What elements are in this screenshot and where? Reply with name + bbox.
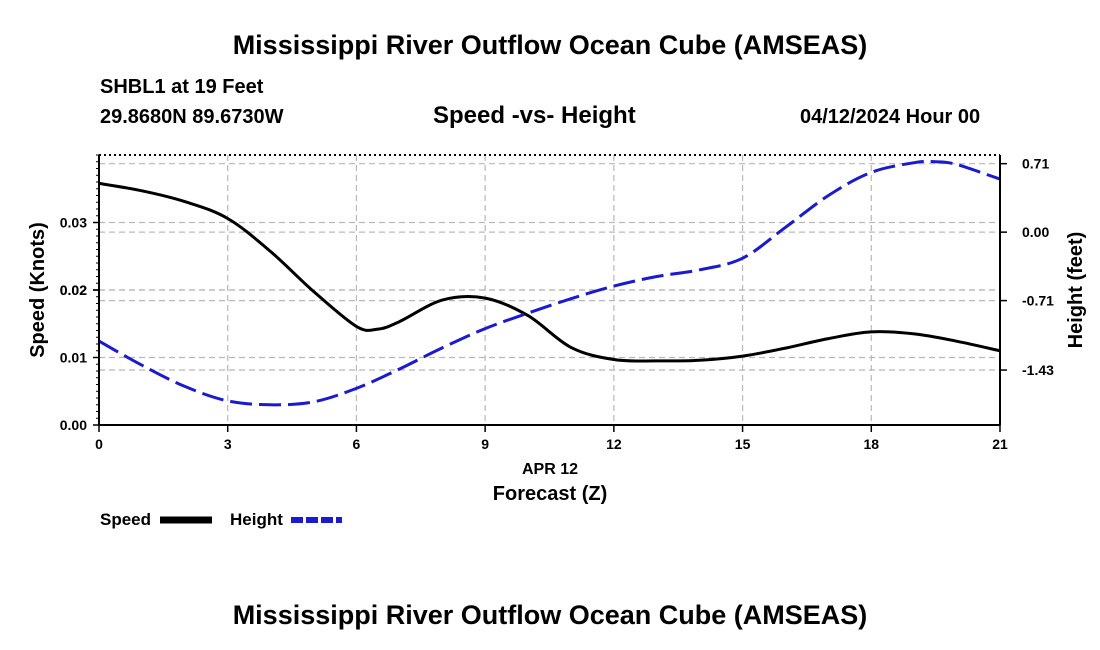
x-axis-label: Forecast (Z) [493,483,607,505]
y-axis-label: Speed (Knots) [27,222,49,358]
legend: Speed Height [100,510,342,529]
series-lines [98,159,1001,407]
x-tick-label: 9 [481,436,489,452]
station-label: SHBL1 at 19 Feet [100,76,264,98]
y-tick-label: 0.02 [60,282,87,298]
height-series-line [98,159,1001,407]
x-tick-label: 12 [606,436,622,452]
grid-lines [99,155,1000,425]
y-tick-label: 0.00 [60,417,87,433]
forecast-date: 04/12/2024 Hour 00 [800,106,981,128]
x-date-label: APR 12 [522,461,578,478]
y2-tick-label: -0.71 [1022,293,1054,309]
speed-height-chart: 0 3 6 9 12 15 18 210.000.010.020.020.03-1.43-0.… [27,154,1087,529]
coordinates-label: 29.8680N 89.6730W [100,106,284,128]
y-tick-label: 0.02 [60,282,87,298]
y2-axis-label: Height (feet) [1065,232,1087,349]
y2-tick-label: 0.71 [1022,156,1049,172]
y2-tick-label: -1.43 [1022,362,1054,378]
y-tick-label: 0.01 [60,350,87,366]
speed-series-line [98,181,1001,363]
x-tick-label: 15 [735,436,751,452]
x-tick-label: 18 [863,436,879,452]
axis-ticks: 0 3 6 9 12 15 18 210.000.010.020.020.03-1.43-0.… [60,154,1054,452]
y2-tick-label: 0.00 [1022,224,1049,240]
x-tick-label: 0 [95,436,103,452]
y-tick-label: 0.03 [60,215,87,231]
footer-title: Mississippi River Outflow Ocean Cube (AM… [232,600,868,630]
plot-subtitle: Speed -vs- Height [433,102,636,129]
plot-frame [98,154,1001,426]
chart-title: Mississippi River Outflow Ocean Cube (AM… [232,30,868,60]
legend-height-label: Height [230,510,283,529]
x-tick-label: 21 [992,436,1008,452]
x-tick-label: 3 [224,436,232,452]
legend-speed-label: Speed [100,510,151,529]
x-tick-label: 6 [353,436,361,452]
